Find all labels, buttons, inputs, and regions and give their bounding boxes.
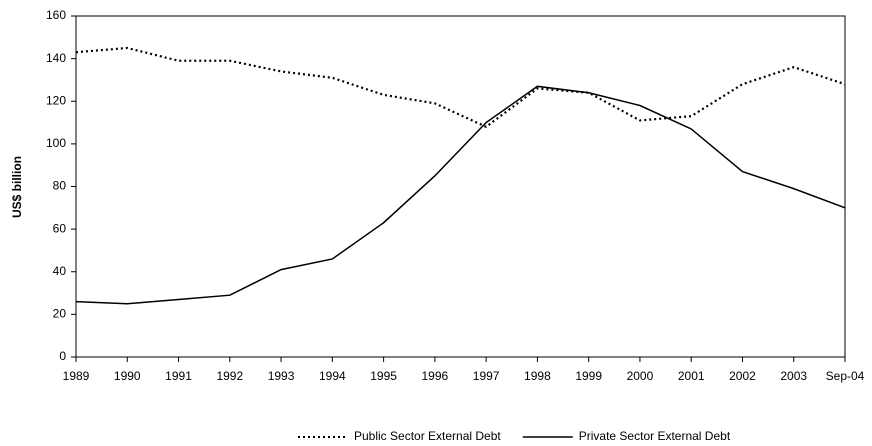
- y-tick-label: 160: [46, 8, 66, 22]
- legend-label: Public Sector External Debt: [354, 429, 501, 443]
- y-tick-label: 40: [53, 264, 67, 278]
- x-tick-label: 1990: [114, 369, 141, 383]
- series-line: [75, 85, 846, 305]
- x-tick-label: 1997: [473, 369, 500, 383]
- x-tick-label: 1996: [422, 369, 449, 383]
- y-tick-label: 80: [53, 179, 67, 193]
- x-tick-label: 1994: [319, 369, 346, 383]
- y-tick-label: 100: [46, 136, 66, 150]
- plot-frame: [75, 15, 846, 358]
- x-tick-label: 2003: [780, 369, 807, 383]
- y-tick-label: 120: [46, 93, 66, 107]
- x-tick-label: 1999: [575, 369, 602, 383]
- x-tick-label: 2000: [627, 369, 654, 383]
- x-tick-label: 1995: [370, 369, 397, 383]
- x-tick-label: 1992: [216, 369, 243, 383]
- y-tick-label: 0: [59, 349, 66, 363]
- y-tick-label: 140: [46, 51, 66, 65]
- x-tick-label: 1998: [524, 369, 551, 383]
- x-tick-label: 1991: [165, 369, 192, 383]
- x-tick-label: Sep-04: [826, 369, 865, 383]
- x-tick-label: 2001: [678, 369, 705, 383]
- y-tick-label: 20: [53, 307, 67, 321]
- y-tick-label: 60: [53, 221, 67, 235]
- x-tick-label: 2002: [729, 369, 756, 383]
- x-tick-label: 1989: [63, 369, 90, 383]
- series-line: [75, 46, 846, 129]
- legend-label: Private Sector External Debt: [579, 429, 731, 443]
- y-axis-label: US$ billion: [10, 156, 24, 218]
- x-tick-label: 1993: [268, 369, 295, 383]
